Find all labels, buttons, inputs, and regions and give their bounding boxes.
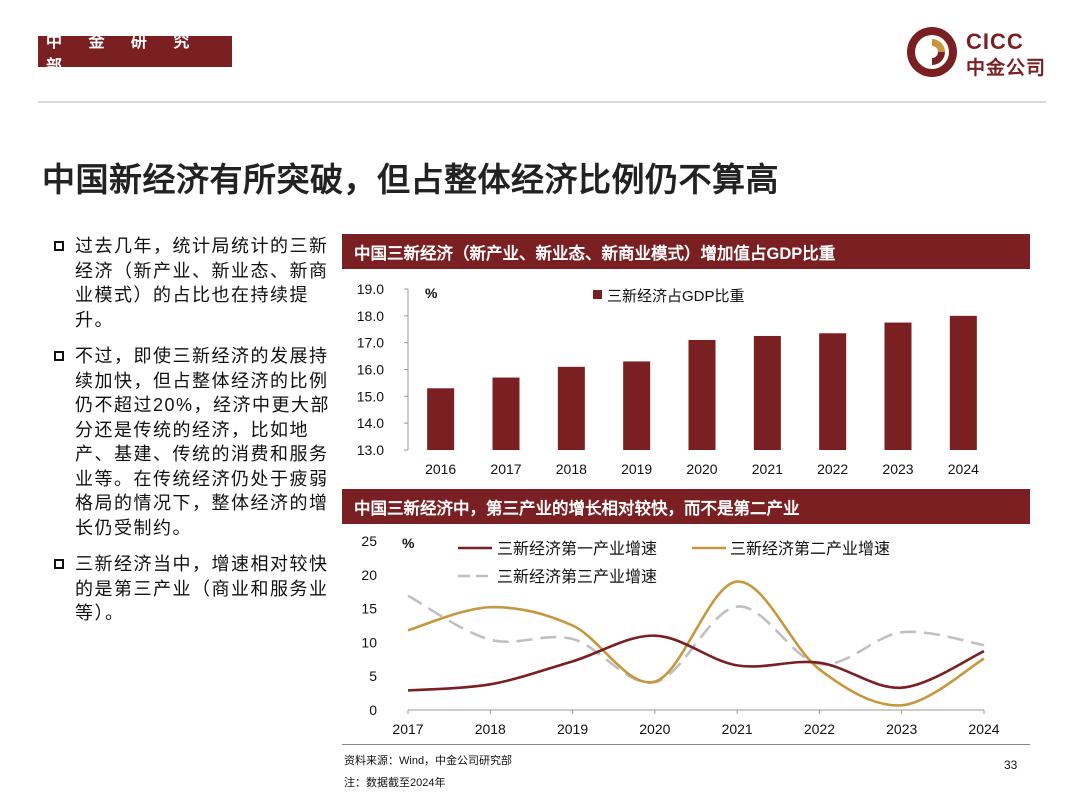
- bullet-item: 不过，即使三新经济的发展持续加快，但占整体经济的比例仍不超过20%，经济中更大部…: [54, 344, 332, 540]
- x-tick-label: 2021: [752, 461, 783, 477]
- bar-2019: [623, 361, 651, 450]
- source-note: 资料来源：Wind，中金公司研究部: [344, 755, 513, 767]
- x-tick-label: 2020: [639, 721, 670, 737]
- legend-swatch: [593, 290, 602, 299]
- bullet-text: 三新经济当中，增速相对较快的是第三产业（商业和服务业等）。: [75, 554, 329, 623]
- bar-2016: [427, 388, 455, 450]
- y-tick-label: 10: [361, 634, 377, 650]
- bullet-square-icon: [54, 241, 64, 251]
- page-title: 中国新经济有所突破，但占整体经济比例仍不算高: [42, 161, 779, 198]
- x-tick-label: 2022: [804, 721, 835, 737]
- data-note: 注：数据截至2024年: [344, 777, 446, 789]
- x-tick-label: 2019: [557, 721, 588, 737]
- bullet-list: 过去几年，统计局统计的三新经济（新产业、新业态、新商业模式）的占比也在持续提升。…: [54, 234, 332, 638]
- x-tick-label: 2019: [621, 461, 652, 477]
- bullet-text: 过去几年，统计局统计的三新经济（新产业、新业态、新商业模式）的占比也在持续提升。: [75, 236, 329, 330]
- x-tick-label: 2023: [886, 721, 917, 737]
- bullet-item: 三新经济当中，增速相对较快的是第三产业（商业和服务业等）。: [54, 552, 332, 626]
- y-tick-label: 25: [361, 533, 377, 549]
- y-tick-label: 19.0: [357, 281, 384, 297]
- bar-2018: [557, 366, 585, 450]
- bar-2022: [819, 333, 847, 450]
- bar-2023: [884, 322, 912, 450]
- logo-text-en: CICC: [966, 29, 1024, 54]
- legend-label: 三新经济第二产业增速: [730, 540, 890, 558]
- x-tick-label: 2018: [556, 461, 587, 477]
- y-unit-label: %: [402, 535, 415, 551]
- footer-divider: [342, 744, 1030, 745]
- y-tick-label: 17.0: [357, 335, 384, 351]
- y-tick-label: 13.0: [357, 442, 384, 458]
- legend-label: 三新经济占GDP比重: [607, 288, 745, 305]
- bar-2020: [688, 339, 716, 450]
- bar-chart: 19.0 18.0 17.0 16.0 15.0 14.0 13.0% 2016 2017 201…: [357, 281, 979, 477]
- series-line-1: [407, 634, 985, 692]
- department-label: 中 金 研 究 部: [38, 34, 232, 75]
- bullet-text: 不过，即使三新经济的发展持续加快，但占整体经济的比例仍不超过20%，经济中更大部…: [75, 346, 331, 538]
- bullet-square-icon: [54, 559, 64, 569]
- bullet-item: 过去几年，统计局统计的三新经济（新产业、新业态、新商业模式）的占比也在持续提升。: [54, 234, 332, 332]
- bar-2017: [492, 377, 520, 450]
- x-tick-label: 2024: [968, 721, 999, 737]
- x-tick-label: 2020: [686, 461, 717, 477]
- series-line-2: [407, 580, 985, 707]
- y-tick-label: 16.0: [357, 362, 384, 378]
- x-tick-label: 2024: [948, 461, 979, 477]
- bar-2024: [949, 315, 977, 450]
- y-tick-label: 20: [361, 567, 377, 583]
- cicc-logo-icon: [907, 27, 957, 77]
- y-tick-label: 14.0: [357, 415, 384, 431]
- bar-chart-title: 中国三新经济（新产业、新业态、新商业模式）增加值占GDP比重: [342, 234, 1030, 269]
- legend-label: 三新经济第一产业增速: [497, 540, 657, 558]
- page-number: 33: [1004, 758, 1018, 772]
- x-tick-label: 2016: [425, 461, 456, 477]
- header-divider: [38, 101, 1046, 103]
- y-tick-label: 18.0: [357, 308, 384, 324]
- x-tick-label: 2023: [882, 461, 913, 477]
- legend-label: 三新经济第三产业增速: [497, 568, 657, 586]
- bullet-square-icon: [54, 351, 64, 361]
- y-tick-label: 15: [361, 601, 377, 617]
- x-tick-label: 2017: [490, 461, 521, 477]
- series-line-3: [407, 594, 985, 684]
- y-tick-label: 0: [369, 702, 377, 718]
- cicc-logo: CICC 中金公司: [906, 26, 1056, 82]
- y-tick-label: 5: [369, 668, 377, 684]
- bar-2021: [753, 335, 781, 450]
- line-chart: 25 20 15 10 5 0% 2017 2018 2019 2020 2021 2022 2023 2…: [361, 533, 999, 737]
- x-tick-label: 2018: [475, 721, 506, 737]
- y-unit-label: %: [425, 285, 438, 301]
- logo-text-cn: 中金公司: [966, 58, 1047, 79]
- line-chart-title: 中国三新经济中，第三产业的增长相对较快，而不是第二产业: [342, 489, 1030, 524]
- x-tick-label: 2022: [817, 461, 848, 477]
- y-tick-label: 15.0: [357, 388, 384, 404]
- x-tick-label: 2017: [392, 721, 423, 737]
- x-tick-label: 2021: [722, 721, 753, 737]
